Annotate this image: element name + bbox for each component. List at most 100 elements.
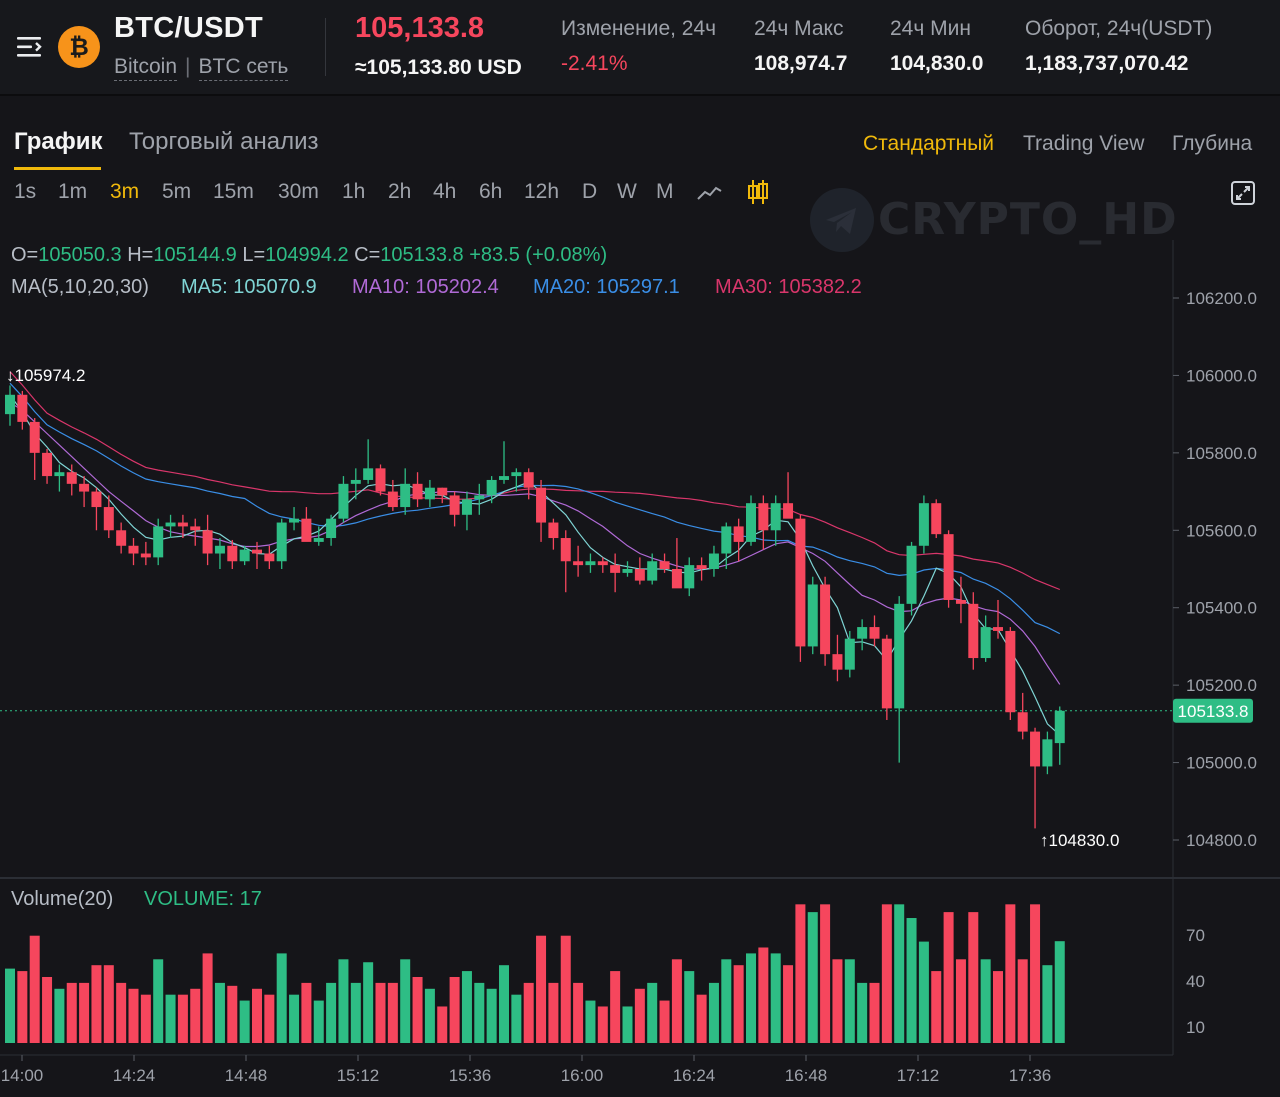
candle-body xyxy=(918,503,929,546)
candle-body xyxy=(387,491,398,508)
interval-12h[interactable]: 12h xyxy=(524,180,560,203)
volume-title: Volume(20) xyxy=(11,888,114,910)
candle-body xyxy=(264,553,275,562)
volume-bar xyxy=(820,904,831,1043)
interval-4h[interactable]: 4h xyxy=(433,180,457,203)
candle-body xyxy=(17,394,28,422)
high-24h-value: 108,974.7 xyxy=(754,52,848,75)
watermark: CRYPTO_HD xyxy=(810,188,1177,252)
volume-bar xyxy=(103,965,114,1043)
interval-day[interactable]: D xyxy=(582,180,598,203)
candle-body xyxy=(29,421,40,453)
volume-bar xyxy=(918,941,929,1043)
price-tick-label: 106000.0 xyxy=(1186,366,1257,385)
candlestick-chart[interactable]: 106200.0 106000.0 105800.0 105600.0 105400.0… xyxy=(0,240,1280,1097)
time-tick-label: 15:12 xyxy=(337,1066,380,1085)
candle-body xyxy=(375,468,386,492)
watermark-text: CRYPTO_HD xyxy=(878,194,1178,245)
low-24h-value: 104,830.0 xyxy=(890,52,984,75)
bitcoin-logo-icon: ₿ xyxy=(58,26,100,68)
network-link[interactable]: BTC сеть xyxy=(198,55,289,81)
candle-body xyxy=(289,518,300,523)
candle-body xyxy=(5,394,15,415)
pair-title[interactable]: BTC/USDT xyxy=(114,12,263,44)
view-depth[interactable]: Глубина xyxy=(1172,132,1253,155)
candle-body xyxy=(116,530,127,546)
volume-bar xyxy=(807,912,818,1043)
candle-body xyxy=(252,549,262,554)
candle-body xyxy=(573,561,584,566)
line-chart-icon[interactable] xyxy=(697,182,723,202)
time-tick-label: 14:48 xyxy=(225,1066,268,1085)
volume-bar xyxy=(795,904,806,1043)
volume-tick-label: 40 xyxy=(1186,972,1205,991)
candle-body xyxy=(140,553,151,558)
ma5-legend: MA5: 105070.9 xyxy=(181,276,317,298)
interval-2h[interactable]: 2h xyxy=(388,180,412,203)
volume-bar xyxy=(140,994,151,1043)
candle-body xyxy=(42,452,53,477)
candle-body xyxy=(832,654,843,670)
view-trading-view[interactable]: Trading View xyxy=(1023,132,1145,155)
volume-bar xyxy=(91,965,102,1043)
candle-body xyxy=(993,627,1003,631)
candle-body xyxy=(807,584,818,647)
price-tick-label: 104800.0 xyxy=(1186,831,1257,850)
candle-body xyxy=(869,627,880,639)
telegram-icon xyxy=(810,188,874,252)
interval-15m[interactable]: 15m xyxy=(213,180,254,203)
volume-bar xyxy=(696,994,707,1043)
interval-6h[interactable]: 6h xyxy=(479,180,503,203)
candle-body xyxy=(128,545,139,554)
candle-body xyxy=(350,479,361,484)
volume-bar xyxy=(461,971,472,1043)
time-tick-label: 17:12 xyxy=(897,1066,940,1085)
interval-month[interactable]: M xyxy=(656,180,674,203)
interval-week[interactable]: W xyxy=(617,180,637,203)
ma30-line xyxy=(9,371,1061,591)
menu-icon[interactable] xyxy=(16,34,44,60)
interval-30m[interactable]: 30m xyxy=(278,180,319,203)
candle-body xyxy=(758,503,769,531)
tab-chart[interactable]: График xyxy=(14,128,103,155)
candle-body xyxy=(931,503,942,535)
volume-bar xyxy=(424,988,435,1043)
volume-bar xyxy=(758,947,769,1043)
tab-trading-analysis[interactable]: Торговый анализ xyxy=(129,128,319,155)
volume-bar xyxy=(1030,904,1041,1043)
volume-tick-label: 70 xyxy=(1186,926,1205,945)
view-standard[interactable]: Стандартный xyxy=(863,132,995,155)
volume-bar xyxy=(560,935,571,1043)
volume-bar xyxy=(684,971,695,1043)
open-label: O= xyxy=(11,244,39,266)
volume-bar xyxy=(536,935,547,1043)
candle-body xyxy=(708,553,719,569)
candle-body xyxy=(968,603,979,659)
turnover-24h-value: 1,183,737,070.42 xyxy=(1025,52,1189,75)
interval-3m[interactable]: 3m xyxy=(110,180,140,203)
fullscreen-icon[interactable] xyxy=(1230,180,1256,206)
candle-body xyxy=(795,518,806,647)
volume-bar xyxy=(79,982,90,1043)
volume-bar xyxy=(955,959,966,1043)
low-value: 104994.2 xyxy=(265,244,349,266)
volume-bar xyxy=(17,971,28,1043)
interval-1h[interactable]: 1h xyxy=(342,180,366,203)
interval-5m[interactable]: 5m xyxy=(162,180,192,203)
ma30-legend: MA30: 105382.2 xyxy=(715,276,862,298)
price-tick-label: 105400.0 xyxy=(1186,599,1257,618)
volume-bar xyxy=(671,959,682,1043)
candlestick-icon[interactable] xyxy=(746,178,770,206)
interval-1s[interactable]: 1s xyxy=(14,180,37,203)
volume-bar xyxy=(894,904,905,1043)
volume-bar xyxy=(264,994,275,1043)
volume-bar xyxy=(1042,965,1053,1043)
volume-bar xyxy=(659,1000,670,1043)
interval-1m[interactable]: 1m xyxy=(58,180,88,203)
volume-bar xyxy=(647,982,658,1043)
volume-bar xyxy=(721,959,732,1043)
coin-name-link[interactable]: Bitcoin xyxy=(114,55,178,81)
ma10-line xyxy=(9,401,1061,685)
volume-bar xyxy=(301,982,312,1043)
volume-bar xyxy=(239,1000,250,1043)
